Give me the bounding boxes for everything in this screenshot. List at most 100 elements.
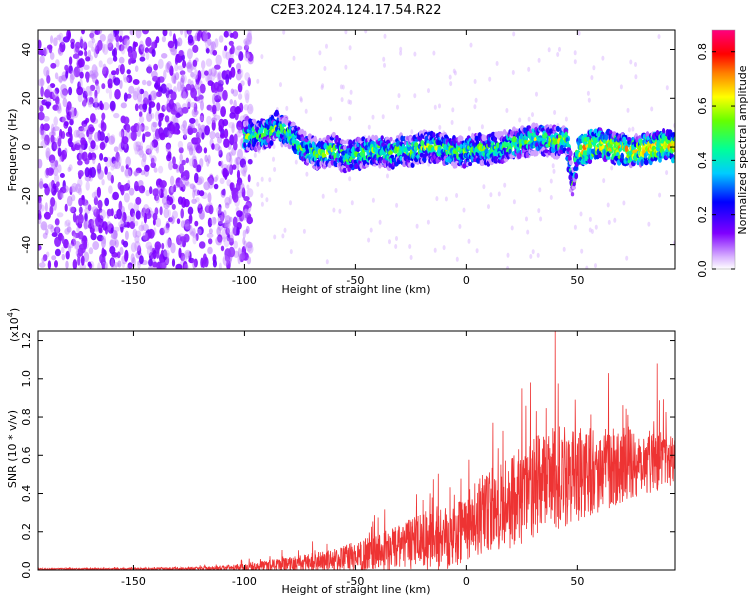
noise-blob xyxy=(113,264,117,269)
noise-blob xyxy=(129,208,135,218)
noise-blob xyxy=(229,234,235,243)
noise-blob xyxy=(66,226,72,233)
noise-blob xyxy=(203,181,211,191)
noise-blob xyxy=(173,75,177,84)
y-tick-label: -20 xyxy=(20,187,33,205)
noise-blob xyxy=(99,209,107,220)
noise-blob xyxy=(610,165,614,171)
noise-blob xyxy=(212,93,216,105)
noise-blob xyxy=(133,87,140,98)
noise-blob xyxy=(89,84,96,92)
noise-blob xyxy=(53,116,58,127)
noise-blob xyxy=(145,241,153,250)
noise-blob xyxy=(145,36,152,47)
noise-blob xyxy=(383,62,386,68)
noise-blob xyxy=(170,47,178,56)
noise-blob xyxy=(147,64,153,75)
noise-blob xyxy=(128,187,135,196)
noise-blob xyxy=(159,180,167,188)
noise-blob xyxy=(180,73,187,84)
noise-blob xyxy=(149,186,153,195)
noise-blob xyxy=(52,126,56,136)
noise-blob xyxy=(111,70,117,76)
colorbar-gradient xyxy=(711,29,736,270)
noise-blob xyxy=(213,176,218,183)
noise-blob xyxy=(114,30,120,37)
noise-blob xyxy=(113,160,121,170)
noise-blob xyxy=(176,218,181,225)
noise-blob xyxy=(212,104,217,115)
noise-blob xyxy=(236,226,240,236)
noise-blob xyxy=(39,55,45,64)
noise-blob xyxy=(141,158,146,168)
noise-blob xyxy=(60,151,65,162)
noise-blob xyxy=(121,211,127,223)
noise-blob xyxy=(408,244,412,249)
noise-blob xyxy=(176,81,182,92)
noise-blob xyxy=(120,128,125,139)
noise-blob xyxy=(178,163,185,174)
noise-blob xyxy=(186,61,193,70)
noise-blob xyxy=(473,104,477,110)
noise-blob xyxy=(215,236,223,246)
noise-blob xyxy=(256,181,260,187)
noise-blob xyxy=(594,263,597,269)
noise-blob xyxy=(244,40,248,52)
noise-blob xyxy=(239,253,245,263)
noise-blob xyxy=(349,89,353,95)
noise-blob xyxy=(634,74,638,80)
noise-blob xyxy=(80,255,85,266)
ridge-cell xyxy=(452,163,456,169)
noise-blob xyxy=(61,246,65,254)
noise-blob xyxy=(77,255,81,266)
ridge-cell xyxy=(300,128,305,135)
noise-blob xyxy=(388,239,391,245)
y-tick-label: 40 xyxy=(20,43,33,57)
noise-blob xyxy=(503,182,507,188)
noise-blob xyxy=(49,205,54,215)
noise-blob xyxy=(394,244,398,249)
noise-blob xyxy=(126,74,133,84)
x-tick-label: -150 xyxy=(121,575,146,588)
ridge-cell xyxy=(445,150,449,156)
noise-blob xyxy=(294,159,298,165)
noise-blob xyxy=(106,208,113,217)
noise-blob xyxy=(236,62,241,71)
noise-blob xyxy=(588,216,592,222)
ridge-cell xyxy=(333,160,337,167)
noise-blob xyxy=(165,62,171,73)
noise-blob xyxy=(124,168,130,177)
noise-blob xyxy=(242,164,248,173)
noise-blob xyxy=(148,101,156,108)
noise-blob xyxy=(244,212,252,219)
noise-blob xyxy=(158,165,164,174)
noise-blob xyxy=(573,50,577,56)
noise-blob xyxy=(87,40,94,48)
noise-blob xyxy=(245,93,250,104)
noise-blob xyxy=(62,180,66,190)
noise-blob xyxy=(94,131,101,142)
x-tick-label: 50 xyxy=(570,274,584,287)
noise-blob xyxy=(73,107,77,117)
noise-blob xyxy=(190,71,195,78)
noise-blob xyxy=(240,167,247,175)
noise-blob xyxy=(96,164,102,175)
ridge-cell xyxy=(525,151,530,158)
noise-blob xyxy=(91,191,98,199)
noise-blob xyxy=(139,149,145,158)
noise-blob xyxy=(76,226,80,233)
noise-blob xyxy=(102,221,108,231)
noise-blob xyxy=(179,70,186,76)
y-tick-label: -40 xyxy=(20,236,33,254)
noise-blob xyxy=(151,49,156,57)
noise-blob xyxy=(395,236,398,241)
noise-blob xyxy=(433,247,437,253)
noise-blob xyxy=(76,152,83,161)
noise-blob xyxy=(67,243,74,249)
noise-blob xyxy=(188,59,192,68)
noise-blob xyxy=(233,240,238,249)
noise-blob xyxy=(348,176,352,182)
noise-blob xyxy=(175,177,182,188)
noise-blob xyxy=(222,188,226,196)
noise-blob xyxy=(192,227,196,239)
